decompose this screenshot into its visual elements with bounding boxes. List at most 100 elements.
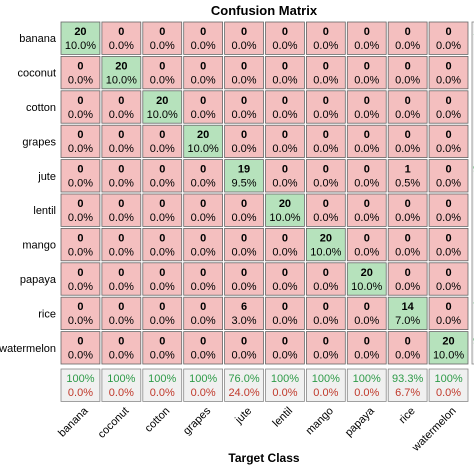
cell-percent: 0.0% [232,281,257,293]
summary-correct-percent: 100% [148,373,176,385]
summary-correct-percent: 100% [271,373,299,385]
cell-count: 0 [200,26,206,38]
cell-percent: 9.5% [232,178,257,190]
cell-percent: 0.0% [354,143,379,155]
off-diagonal-cell [428,227,469,262]
cell-count: 0 [118,164,124,176]
cell-percent: 0.0% [436,281,461,293]
cell-percent: 0.0% [395,74,420,86]
cell-percent: 0.0% [313,350,338,362]
cell-percent: 0.0% [109,246,134,258]
off-diagonal-cell [224,262,264,296]
row-label: coconut [17,68,56,80]
off-diagonal-cell [428,21,469,55]
summary-cell [101,368,142,402]
cell-count: 0 [241,198,247,210]
off-diagonal-cell [142,124,183,158]
cell-percent: 0.0% [272,109,297,121]
off-diagonal-cell [387,21,428,55]
summary-error-percent: 0.0% [272,387,297,399]
off-diagonal-cell [224,124,264,158]
cell-percent: 0.0% [232,40,257,52]
off-diagonal-cell [265,331,305,365]
cell-count: 0 [77,198,83,210]
cell-count: 0 [364,95,370,107]
cell-count: 0 [200,267,206,279]
cell-count: 0 [77,232,83,244]
off-diagonal-cell [60,90,101,124]
summary-correct-percent: 100% [353,373,381,385]
cell-count: 20 [361,267,373,279]
summary-error-percent: 0.0% [150,387,175,399]
diagonal-cell [224,159,264,193]
off-diagonal-cell [305,262,346,296]
matrix-grid: 20 10.0% 0 0.0% 0 0.0% 0 0.0% 0 0.0% 0 0.0% 0 0.0% 0 0.… [60,21,474,402]
cell-percent: 0.0% [191,350,216,362]
off-diagonal-cell [224,56,264,90]
cell-percent: 0.0% [436,40,461,52]
off-diagonal-cell [428,262,469,296]
diagonal-cell [305,227,346,262]
cell-percent: 0.0% [436,74,461,86]
diagonal-cell [428,331,469,365]
diagonal-cell [346,262,387,296]
off-diagonal-cell [101,21,142,55]
cell-count: 0 [364,232,370,244]
cell-count: 0 [445,232,451,244]
off-diagonal-cell [101,227,142,262]
off-diagonal-cell [305,124,346,158]
summary-cell [224,368,264,402]
cell-percent: 0.0% [436,109,461,121]
off-diagonal-cell [428,193,469,227]
cell-percent: 0.0% [150,246,175,258]
summary-error-percent: 0.0% [436,387,461,399]
cell-percent: 0.0% [232,143,257,155]
summary-error-percent: 6.7% [395,387,420,399]
summary-error-percent: 0.0% [68,387,93,399]
cell-count: 0 [323,336,329,348]
off-diagonal-cell [142,21,183,55]
cell-count: 0 [159,301,165,313]
off-diagonal-cell [305,56,346,90]
cell-percent: 0.0% [191,178,216,190]
cell-percent: 0.0% [272,281,297,293]
cell-count: 0 [77,301,83,313]
row-label: banana [19,33,57,45]
off-diagonal-cell [224,90,264,124]
row-label: mango [22,240,56,252]
cell-count: 0 [118,26,124,38]
diagonal-cell [387,296,428,331]
off-diagonal-cell [305,159,346,193]
off-diagonal-cell [346,193,387,227]
cell-percent: 0.0% [313,40,338,52]
row-summary-column-partial [471,21,474,365]
off-diagonal-cell [142,262,183,296]
cell-count: 0 [323,129,329,141]
cell-count: 0 [445,95,451,107]
off-diagonal-cell [142,159,183,193]
cell-count: 0 [118,129,124,141]
cell-percent: 10.0% [188,143,219,155]
cell-count: 0 [77,336,83,348]
off-diagonal-cell [60,124,101,158]
cell-count: 0 [159,129,165,141]
off-diagonal-cell [101,124,142,158]
off-diagonal-cell [183,90,223,124]
cell-percent: 0.0% [191,212,216,224]
off-diagonal-cell [265,262,305,296]
cell-count: 0 [241,232,247,244]
off-diagonal-cell [142,227,183,262]
cell-percent: 0.0% [150,74,175,86]
row-label: watermelon [0,343,56,355]
off-diagonal-cell [265,124,305,158]
cell-percent: 0.0% [354,178,379,190]
cell-count: 0 [159,164,165,176]
off-diagonal-cell [428,56,469,90]
cell-count: 0 [241,60,247,72]
cell-percent: 0.0% [68,350,93,362]
cell-percent: 0.0% [232,350,257,362]
cell-percent: 0.0% [150,281,175,293]
off-diagonal-cell [346,159,387,193]
summary-correct-percent: 100% [107,373,135,385]
off-diagonal-cell [60,159,101,193]
